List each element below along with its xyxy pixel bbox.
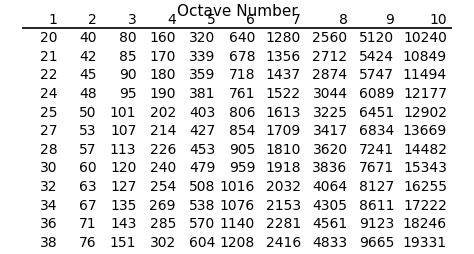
Title: Octave Number: Octave Number: [177, 4, 297, 19]
